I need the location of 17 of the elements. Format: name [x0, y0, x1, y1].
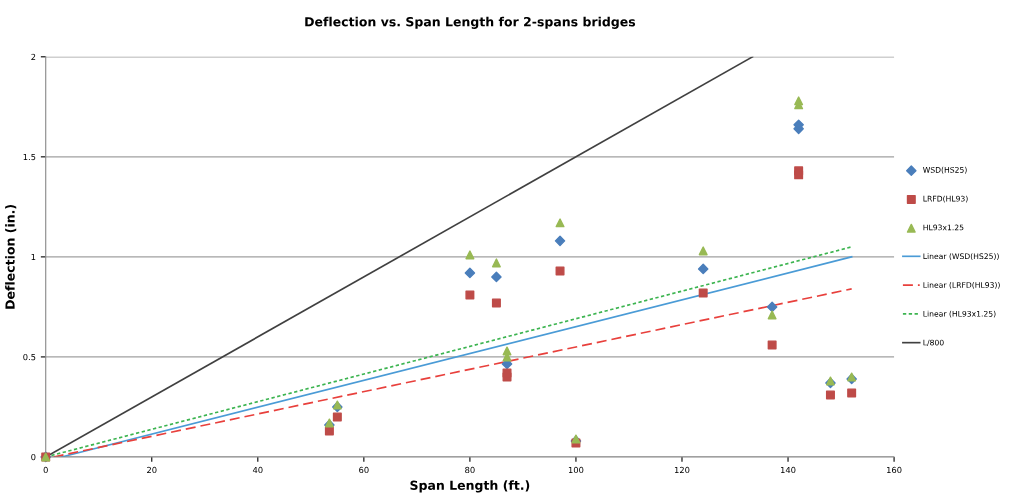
y-tick-label: 0: [31, 453, 36, 461]
y-tick-label: 1: [31, 253, 36, 261]
x-tick-label: 140: [781, 466, 796, 474]
x-tick-label: 40: [252, 466, 263, 474]
y-tick-label: 2: [31, 53, 36, 60]
x-tick-label: 20: [147, 466, 157, 474]
y-tick-label: 0.5: [23, 353, 36, 361]
chart-title: Deflection vs. Span Length for 2-spans bridges: [305, 16, 636, 29]
y-axis-title: Deflection (in.): [5, 204, 17, 309]
y-tick-label: 1.5: [23, 153, 36, 161]
x-tick-label: 80: [465, 466, 475, 474]
x-tick-label: 0: [43, 466, 48, 474]
x-tick-label: 120: [674, 466, 690, 474]
x-tick-label: 60: [359, 466, 369, 474]
x-tick-label: 100: [568, 466, 584, 474]
x-tick-label: 160: [887, 466, 902, 474]
x-axis-title: Span Length (ft.): [410, 480, 530, 493]
